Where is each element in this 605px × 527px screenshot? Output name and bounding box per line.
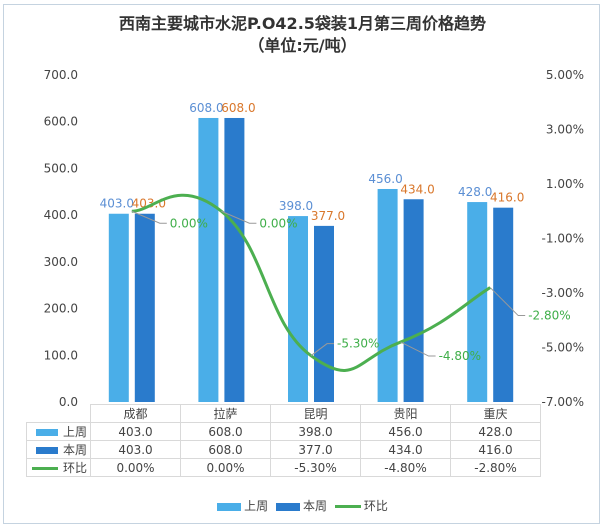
line-mom (131, 193, 491, 372)
legend-swatch-mom (31, 467, 58, 470)
table-row: 环比 0.00% 0.00% -5.30% -4.80% -2.80% (26, 458, 541, 477)
bar-last-week (467, 202, 488, 402)
data-label-mom: 0.00% (259, 216, 297, 230)
table-cell: 608.0 (180, 440, 271, 459)
y2-axis-tick-label: 5.00% (546, 68, 584, 82)
bar-this-week (493, 207, 514, 402)
data-label-mom: 0.00% (170, 216, 208, 230)
legend-item-last-week[interactable]: 上周 (217, 499, 268, 513)
y2-axis-tick-label: 1.00% (546, 177, 584, 191)
table-cell: 428.0 (450, 422, 541, 441)
legend-swatch (334, 505, 361, 508)
legend-item-this-week[interactable]: 本周 (275, 499, 327, 513)
legend-swatch (217, 502, 242, 511)
data-label-mom: -4.80% (439, 349, 481, 363)
y-axis-tick-label: 700.0 (44, 68, 78, 82)
legend-swatch-this-week (35, 447, 58, 454)
leader-line (221, 210, 257, 224)
data-table: 成都 拉萨 昆明 贵阳 重庆 上周 403.0 608.0 398.0 456.… (26, 404, 541, 477)
table-cell: 608.0 (180, 422, 271, 441)
leader-line (489, 287, 526, 317)
legend-label: 环比 (363, 499, 388, 513)
bar-this-week (224, 117, 245, 402)
data-label-last-week: 456.0 (368, 172, 402, 186)
table-row-label: 环比 (26, 458, 91, 477)
chart-subtitle: （单位:元/吨） (248, 36, 357, 55)
y2-axis-tick-label: -1.00% (542, 232, 584, 246)
row-label-text: 环比 (62, 461, 87, 475)
table-header-cell: 贵阳 (360, 404, 451, 423)
bar-this-week (403, 199, 424, 402)
table-header-cell: 昆明 (270, 404, 361, 423)
y2-axis-tick-label: -7.00% (542, 395, 584, 409)
data-label-last-week: 608.0 (189, 101, 223, 115)
bar-last-week (377, 188, 398, 402)
table-row-label: 本周 (26, 440, 91, 459)
table-cell: 434.0 (360, 440, 451, 459)
y-axis-tick-label: 100.0 (44, 348, 78, 362)
y-axis-tick-label: 200.0 (44, 302, 78, 316)
table-header-cell: 成都 (90, 404, 181, 423)
y2-axis-tick-label: -5.00% (542, 341, 584, 355)
data-label-last-week: 398.0 (279, 199, 313, 213)
table-cell: -5.30% (270, 458, 361, 477)
table-cell: -4.80% (360, 458, 451, 477)
legend-label: 上周 (244, 499, 269, 513)
y-axis-tick-label: 500.0 (44, 161, 78, 175)
table-row: 本周 403.0 608.0 377.0 434.0 416.0 (26, 440, 541, 459)
table-cell: -2.80% (450, 458, 541, 477)
bar-last-week (288, 216, 308, 402)
table-cell: 456.0 (360, 422, 451, 441)
chart-title: 西南主要城市水泥P.O42.5袋装1月第三周价格趋势 (118, 14, 487, 33)
data-label-mom: -5.30% (337, 337, 379, 351)
data-label-this-week: 608.0 (221, 101, 255, 115)
table-cell: 403.0 (90, 422, 181, 441)
table-cell: 403.0 (90, 440, 181, 459)
table-cell: 0.00% (180, 458, 271, 477)
y-axis-tick-label: 300.0 (44, 255, 78, 269)
data-label-this-week: 416.0 (490, 191, 524, 205)
table-cell: 398.0 (270, 422, 361, 441)
table-corner (26, 404, 91, 423)
table-header-cell: 重庆 (450, 404, 541, 423)
table-cell: 0.00% (90, 458, 181, 477)
bar-last-week (108, 213, 129, 402)
legend-label: 本周 (302, 499, 327, 513)
data-label-this-week: 377.0 (311, 209, 345, 223)
table-header-row: 成都 拉萨 昆明 贵阳 重庆 (26, 404, 541, 423)
y2-axis-tick-label: -3.00% (542, 286, 584, 300)
data-label-last-week: 428.0 (458, 185, 492, 199)
y2-axis-tick-label: 3.00% (546, 123, 584, 137)
table-row: 上周 403.0 608.0 398.0 456.0 428.0 (26, 422, 541, 441)
row-label-text: 本周 (62, 443, 87, 457)
y-axis-tick-label: 400.0 (44, 208, 78, 222)
bar-this-week (134, 213, 155, 402)
legend-item-mom[interactable]: 环比 (334, 499, 388, 513)
leader-line (310, 343, 334, 357)
leader-line (400, 341, 436, 357)
data-label-this-week: 434.0 (400, 182, 434, 196)
table-row-label: 上周 (26, 422, 91, 441)
row-label-text: 上周 (62, 425, 87, 439)
data-label-mom: -2.80% (528, 309, 570, 323)
bar-this-week (314, 225, 334, 402)
legend: 上周 本周 环比 (0, 497, 605, 514)
legend-swatch-last-week (35, 429, 58, 436)
table-header-cell: 拉萨 (180, 404, 271, 423)
table-cell: 377.0 (270, 440, 361, 459)
bar-last-week (198, 117, 219, 402)
data-label-last-week: 403.0 (100, 197, 134, 211)
table-cell: 416.0 (450, 440, 541, 459)
data-label-this-week: 403.0 (132, 197, 166, 211)
leader-line (131, 210, 167, 224)
y-axis-tick-label: 600.0 (44, 115, 78, 129)
legend-swatch (275, 502, 300, 511)
